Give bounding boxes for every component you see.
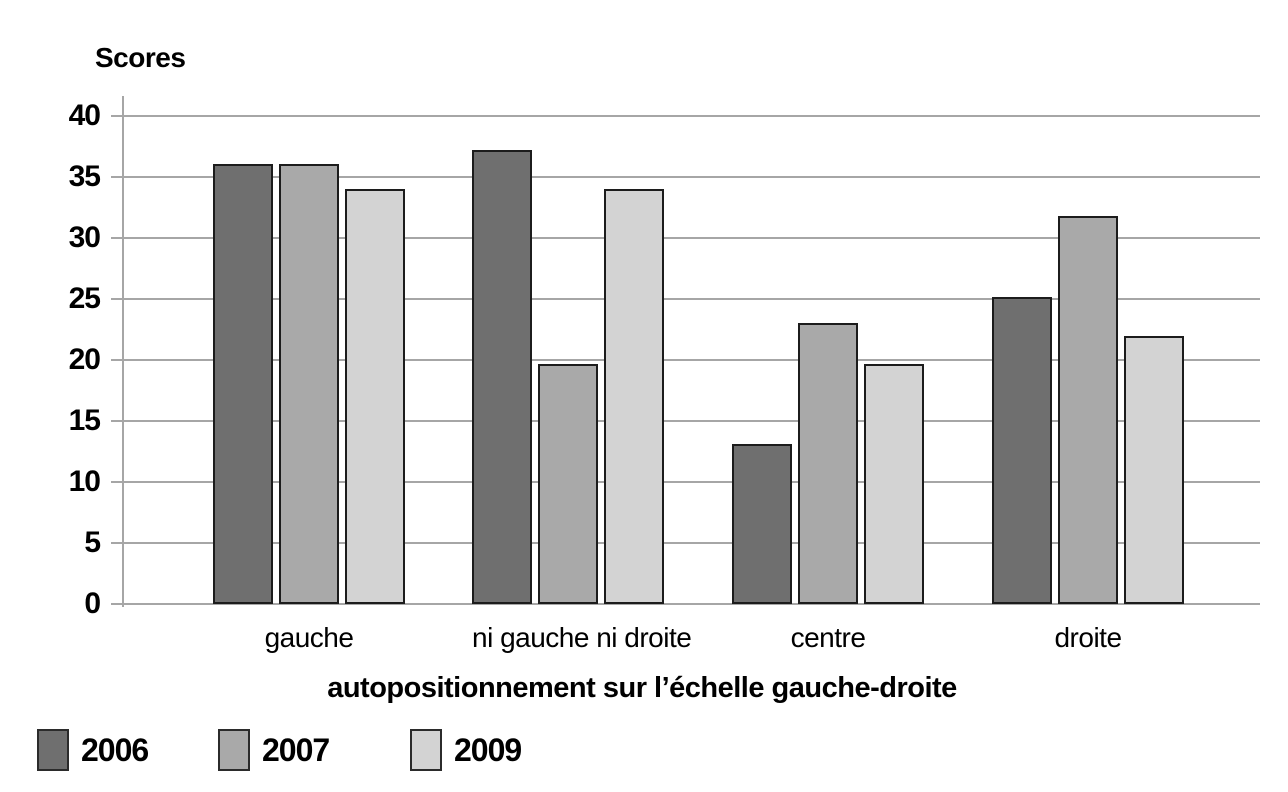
legend-label-2009: 2009 <box>454 732 522 768</box>
gridline <box>123 481 1260 483</box>
y-axis-tick <box>111 481 123 483</box>
y-axis-tick <box>111 359 123 361</box>
gridline <box>123 237 1260 239</box>
gridline <box>123 359 1260 361</box>
bar-2007-droite <box>1058 216 1118 604</box>
y-axis-tick <box>111 542 123 544</box>
y-axis-tick-label: 0 <box>84 587 101 620</box>
bar-2007-centre <box>798 323 858 604</box>
y-axis-tick <box>111 115 123 117</box>
y-axis-tick <box>111 237 123 239</box>
category-label-centre: centre <box>790 622 866 653</box>
category-label-droite: droite <box>1054 622 1122 653</box>
y-axis-tick-label: 10 <box>68 465 101 498</box>
bar-2009-gauche <box>345 189 405 604</box>
bar-2006-centre <box>732 444 792 604</box>
bar-2009-ni-gauche-ni-droite <box>604 189 664 604</box>
bar-2006-ni-gauche-ni-droite <box>472 150 532 604</box>
y-axis-tick-label: 15 <box>68 404 101 437</box>
y-axis-tick-label: 30 <box>68 221 101 254</box>
gridline <box>123 176 1260 178</box>
y-axis-tick <box>111 176 123 178</box>
category-label-gauche: gauche <box>264 622 354 653</box>
x-axis-title: autopositionnement sur l’échelle gauche-… <box>327 672 957 704</box>
bar-2006-droite <box>992 297 1052 604</box>
bar-2007-gauche <box>279 164 339 604</box>
legend-swatch-2009 <box>410 729 442 771</box>
bar-2006-gauche <box>213 164 273 604</box>
y-axis-tick <box>111 420 123 422</box>
legend-swatch-2006 <box>37 729 69 771</box>
legend-swatch-2007 <box>218 729 250 771</box>
category-label-ni-gauche-ni-droite: ni gauche ni droite <box>472 622 692 653</box>
y-axis-tick-label: 25 <box>68 282 101 315</box>
y-axis-line <box>122 96 124 607</box>
y-axis-title: Scores <box>95 42 186 73</box>
gridline <box>123 115 1260 117</box>
gridline <box>123 603 1260 605</box>
y-axis-tick-label: 40 <box>68 99 101 132</box>
y-axis-tick <box>111 298 123 300</box>
y-axis-tick-label: 35 <box>68 160 101 193</box>
legend-label-2007: 2007 <box>262 732 330 768</box>
y-axis-tick <box>111 603 123 605</box>
gridline <box>123 420 1260 422</box>
y-axis-tick-label: 5 <box>84 526 101 559</box>
bar-2009-droite <box>1124 336 1184 604</box>
gridline <box>123 298 1260 300</box>
gridline <box>123 542 1260 544</box>
bar-2007-ni-gauche-ni-droite <box>538 364 598 604</box>
y-axis-tick-label: 20 <box>68 343 101 376</box>
bar-2009-centre <box>864 364 924 604</box>
legend-label-2006: 2006 <box>81 732 149 768</box>
